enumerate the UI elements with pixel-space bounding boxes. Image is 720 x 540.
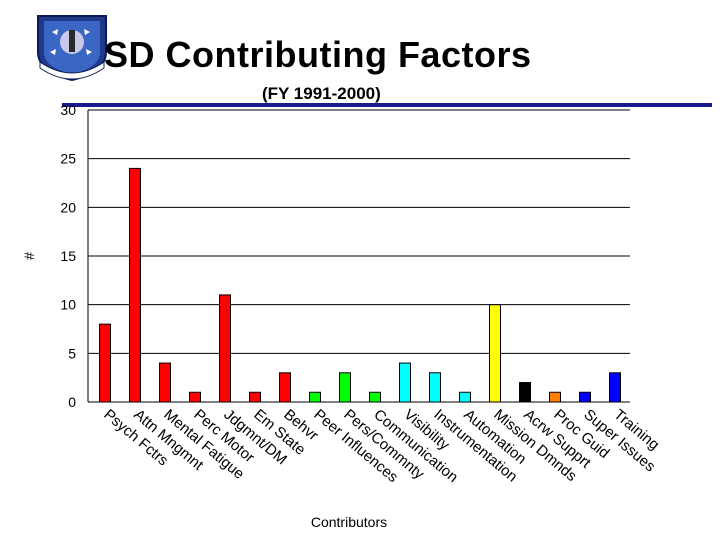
y-tick-label: 5 [68,345,76,361]
y-tick-label: 0 [68,394,76,410]
bar [309,391,321,403]
slide-title: SD Contributing Factors [104,34,532,75]
bar [609,372,621,403]
y-tick-label: 30 [60,102,76,118]
y-tick-label: 25 [60,151,76,167]
y-tick-label: 15 [60,248,76,264]
bar [489,304,501,403]
bars [99,167,621,403]
bar [519,382,531,403]
bar [549,391,561,403]
bar [249,391,261,403]
bar [279,372,291,403]
bar [369,391,381,403]
gridlines [88,109,630,354]
slide-subtitle: (FY 1991-2000) [262,84,381,103]
y-tick-label: 20 [60,199,76,215]
bar [399,362,411,403]
bar [579,391,591,403]
bar [459,391,471,403]
y-tick-labels: 0 5 10 15 20 25 30 [60,102,76,410]
y-axis-label: # [21,252,37,260]
y-tick-label: 10 [60,297,76,313]
bar [339,372,351,403]
bar [99,323,111,403]
header-rule [62,103,712,107]
x-axis-label: Contributors [311,514,387,530]
bar [189,391,201,403]
bar [219,294,231,403]
bar [429,372,441,403]
air-national-guard-seal [37,15,107,82]
bar [129,167,141,403]
bar [159,362,171,403]
